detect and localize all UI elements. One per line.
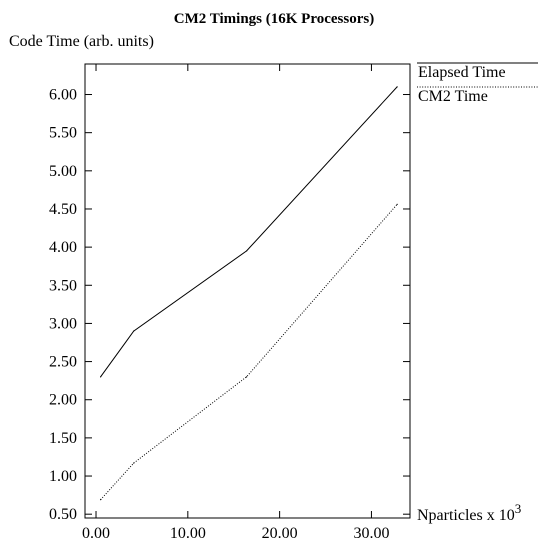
- data-point: [396, 86, 398, 88]
- data-point: [245, 376, 248, 378]
- y-tick-label: 5.00: [49, 163, 77, 180]
- y-axis-label: Code Time (arb. units): [9, 33, 154, 50]
- data-series: [100, 86, 398, 501]
- x-axis-label-text: Nparticles x 10: [417, 507, 515, 524]
- data-point: [396, 203, 398, 205]
- y-tick-label: 2.50: [49, 354, 77, 371]
- data-point: [245, 250, 248, 252]
- y-axis-ticks: 0.50 1.00 1.50 2.00 2.50 3.00 3.50 4.00 4.50 5.00…: [49, 87, 410, 523]
- series-line-elapsed-time: [100, 86, 398, 378]
- x-tick-label: 0.00: [82, 525, 110, 542]
- legend-label-cm2-time: CM2 Time: [418, 88, 488, 105]
- plot-frame: [84, 63, 411, 519]
- data-point: [100, 499, 102, 501]
- legend: Elapsed Time CM2 Time: [417, 62, 538, 105]
- y-tick-label: 2.00: [49, 392, 77, 409]
- y-tick-label: 4.50: [49, 201, 77, 218]
- y-tick-label: 0.50: [49, 506, 77, 523]
- y-tick-label: 6.00: [49, 87, 77, 104]
- x-tick-label: 20.00: [262, 525, 298, 542]
- x-tick-label: 10.00: [170, 525, 206, 542]
- y-tick-label: 1.50: [49, 430, 77, 447]
- data-point: [100, 376, 102, 378]
- data-point: [133, 462, 135, 464]
- y-tick-label: 1.00: [49, 468, 77, 485]
- x-axis-label: Nparticles x 103: [417, 501, 521, 524]
- y-tick-label: 3.00: [49, 315, 77, 332]
- data-point: [133, 330, 135, 332]
- legend-label-elapsed-time: Elapsed Time: [418, 64, 506, 81]
- y-tick-label: 5.50: [49, 125, 77, 142]
- chart-title: CM2 Timings (16K Processors): [174, 11, 374, 27]
- series-line-cm2-time: [100, 204, 398, 501]
- x-axis-ticks: 0.00 10.00 20.00 30.00: [82, 64, 389, 542]
- x-tick-label: 30.00: [353, 525, 389, 542]
- x-axis-label-exponent: 3: [515, 501, 522, 516]
- y-tick-label: 3.50: [49, 277, 77, 294]
- y-tick-label: 4.00: [49, 239, 77, 256]
